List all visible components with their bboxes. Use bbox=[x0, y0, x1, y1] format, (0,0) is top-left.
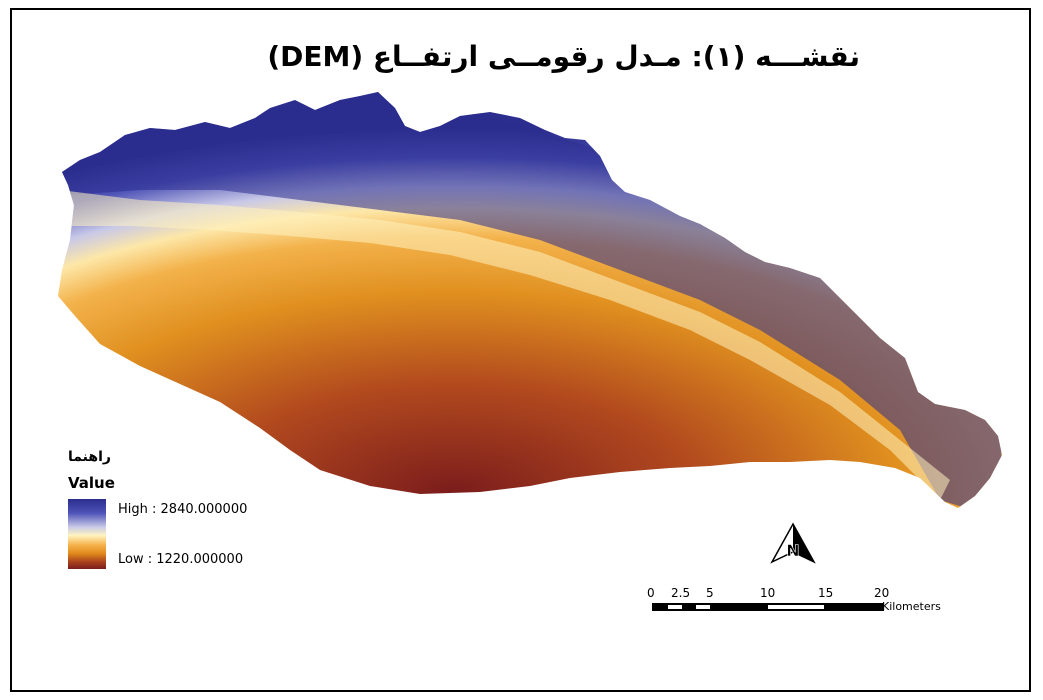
scale-unit-label: Kilometers bbox=[882, 600, 941, 613]
legend-high-label: High : 2840.000000 bbox=[118, 502, 248, 517]
scale-tick-label: 5 bbox=[706, 586, 714, 600]
scale-bar bbox=[652, 603, 884, 611]
legend-title: راهنما bbox=[68, 449, 111, 465]
scale-tick-label: 10 bbox=[760, 586, 776, 600]
scale-tick-label: 2.5 bbox=[671, 586, 691, 600]
scale-tick-label: 0 bbox=[647, 586, 655, 600]
legend-color-ramp bbox=[68, 499, 106, 569]
scale-tick-label: 15 bbox=[818, 586, 834, 600]
north-arrow-icon: N bbox=[770, 522, 816, 564]
legend-low-label: Low : 1220.000000 bbox=[118, 552, 244, 567]
scale-tick-label: 20 bbox=[874, 586, 890, 600]
legend-field: Value bbox=[68, 474, 115, 492]
map-title: نقشـــه (۱): مـدل رقومــی ارتفــاع (DEM) bbox=[267, 40, 860, 73]
north-label: N bbox=[786, 541, 799, 560]
